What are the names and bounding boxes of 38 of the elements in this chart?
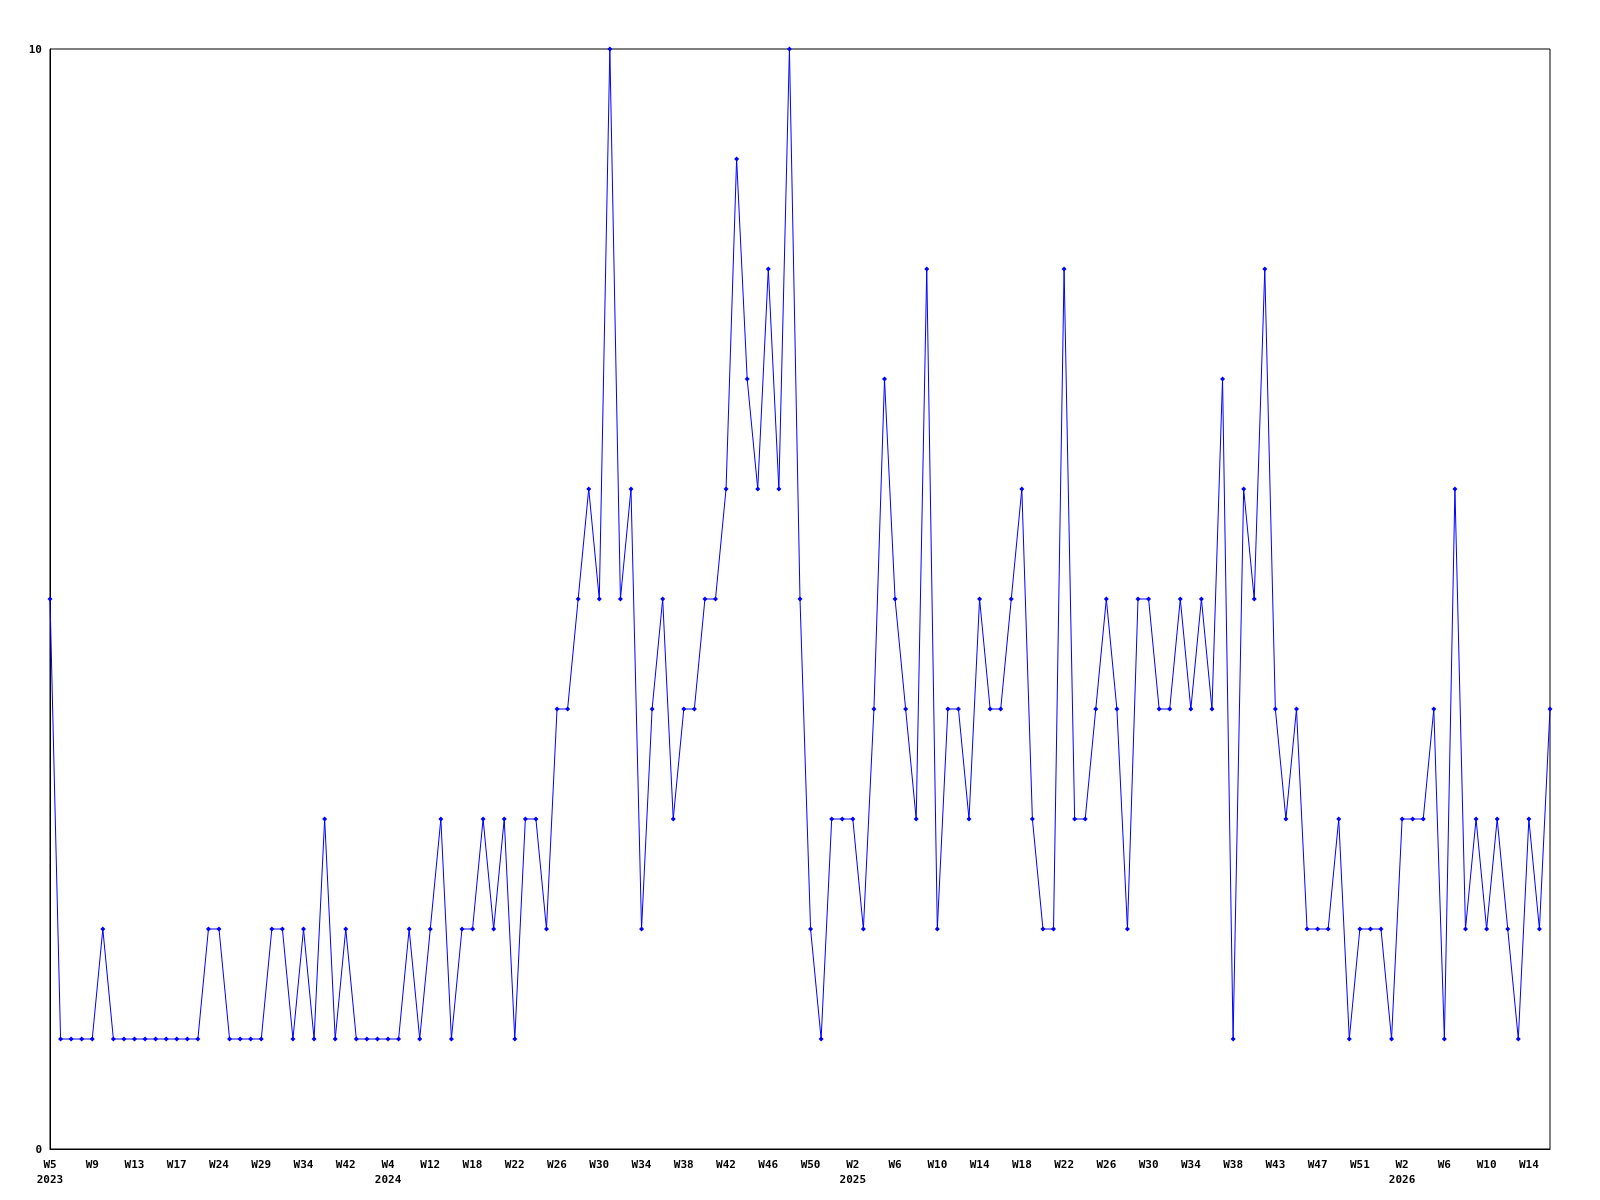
x-tick-label: W47 bbox=[1307, 1158, 1328, 1171]
x-tick-label: W18 bbox=[462, 1158, 483, 1171]
x-tick-label: W14 bbox=[969, 1158, 990, 1171]
x-tick-label: W43 bbox=[1265, 1158, 1286, 1171]
x-tick-label: W22 bbox=[1054, 1158, 1075, 1171]
x-tick-label: W38 bbox=[1223, 1158, 1244, 1171]
x-tick-label: W6 bbox=[1437, 1158, 1452, 1171]
x-tick-label: W26 bbox=[1096, 1158, 1117, 1171]
x-tick-label: W9 bbox=[85, 1158, 99, 1171]
x-tick-label: W34 bbox=[293, 1158, 314, 1171]
x-tick-label: W50 bbox=[800, 1158, 821, 1171]
x-tick-label: W2 2025 bbox=[839, 1158, 867, 1186]
x-tick-label: W34 bbox=[1180, 1158, 1202, 1171]
x-tick-label: W6 bbox=[888, 1158, 903, 1171]
x-tick-label: W13 bbox=[124, 1158, 145, 1171]
x-tick-label: W2 2026 bbox=[1388, 1158, 1416, 1186]
x-tick-label: W5 2023 bbox=[36, 1158, 64, 1186]
x-tick-label: W26 bbox=[547, 1158, 568, 1171]
x-tick-label: W42 bbox=[335, 1158, 356, 1171]
x-tick-label: W17 bbox=[166, 1158, 187, 1171]
x-tick-label: W38 bbox=[673, 1158, 694, 1171]
x-tick-label: W51 bbox=[1349, 1158, 1371, 1171]
x-tick-label: W22 bbox=[504, 1158, 525, 1171]
x-tick-label: W24 bbox=[209, 1158, 230, 1171]
x-tick-label: W30 bbox=[1138, 1158, 1159, 1171]
x-tick-label: W14 bbox=[1518, 1158, 1540, 1171]
x-tick-label: W4 2024 bbox=[374, 1158, 402, 1186]
y-tick-label: 10 bbox=[28, 42, 42, 56]
x-tick-label: W30 bbox=[589, 1158, 610, 1171]
x-tick-label: W29 bbox=[251, 1158, 272, 1171]
x-tick-label: W10 bbox=[927, 1158, 948, 1171]
x-tick-label: W18 bbox=[1011, 1158, 1032, 1171]
x-tick-label: W34 bbox=[631, 1158, 652, 1171]
y-tick-label: 0 bbox=[35, 1142, 42, 1156]
x-tick-label: W46 bbox=[758, 1158, 779, 1171]
x-tick-label: W10 bbox=[1476, 1158, 1497, 1171]
x-tick-label: W42 bbox=[716, 1158, 736, 1171]
x-tick-label: W12 bbox=[420, 1158, 441, 1171]
